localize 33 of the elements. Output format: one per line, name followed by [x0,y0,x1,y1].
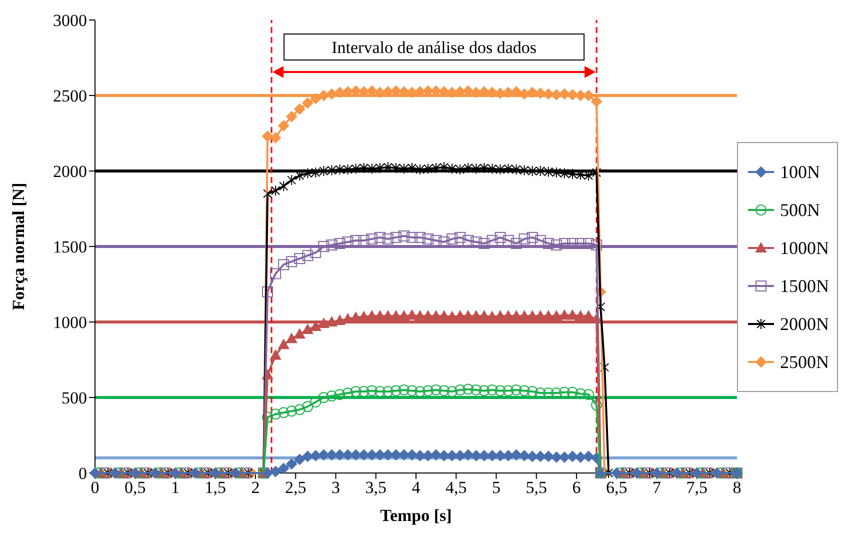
x-tick-label: 2 [251,478,260,498]
y-tick-label: 3000 [53,11,87,30]
legend-label: 1500N [780,274,829,298]
y-tick-label: 1000 [53,313,87,332]
x-tick-label: 5 [492,478,500,498]
x-tick-label: 3 [332,478,340,498]
x-tick-label: 0,5 [124,478,146,498]
annotation: Intervalo de análise dos dados [332,38,536,57]
x-tick-label: 4 [412,478,421,498]
x-axis-title: Tempo [s] [380,506,452,525]
x-tick-label: 2,5 [285,478,306,498]
x-tick-label: 7,5 [686,478,708,498]
x-tick-label: 7 [652,478,662,498]
x-tick-label: 8 [732,478,742,498]
legend-label: 500N [780,198,820,222]
x-tick-label: 4,5 [446,478,467,498]
y-tick-label: 500 [62,388,87,408]
legend-label: 2000N [780,312,829,336]
x-tick-label: 1 [171,478,180,498]
y-tick-label: 2000 [53,162,87,182]
y-tick-label: 2500 [53,86,87,106]
x-tick-label: 6,5 [606,478,628,498]
x-tick-label: 6 [572,478,581,498]
legend-label: 100N [780,160,820,184]
y-tick-label: 1500 [53,238,87,257]
x-tick-label: 5,5 [526,478,547,498]
x-tick-label: 0 [90,478,100,498]
legend-label: 1000N [780,236,829,260]
x-tick-label: 3,5 [365,478,386,498]
y-tick-label: 0 [78,464,87,484]
y-axis-title: Força normal [N] [9,182,28,310]
x-tick-label: 1,5 [204,478,226,498]
legend-label: 2500N [780,350,829,374]
